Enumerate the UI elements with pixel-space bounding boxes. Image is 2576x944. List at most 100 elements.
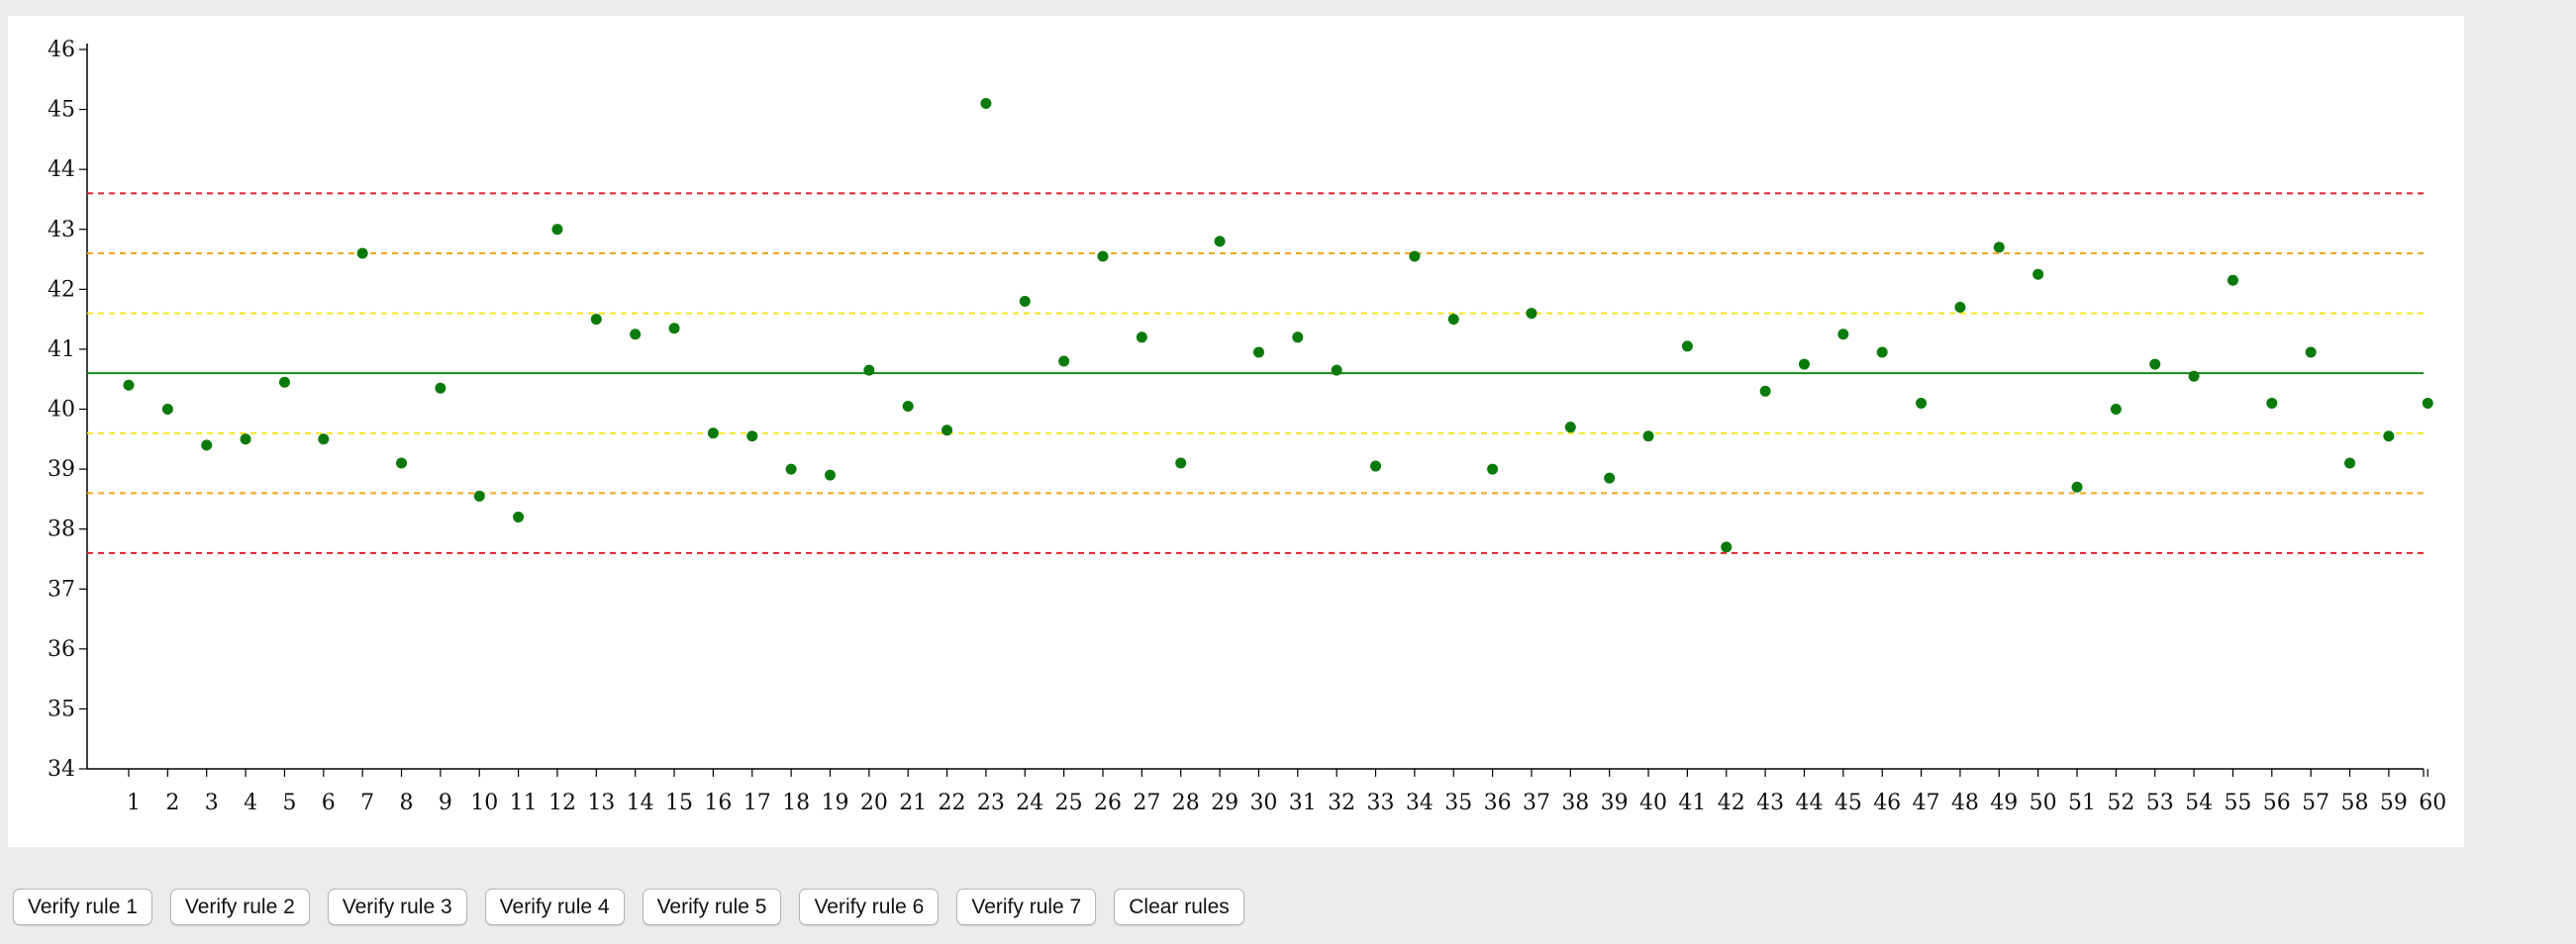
x-tick-label: 48 xyxy=(1951,791,1979,815)
y-tick-label: 44 xyxy=(48,157,75,182)
x-tick-label: 18 xyxy=(782,791,810,815)
data-point xyxy=(1097,250,1109,262)
x-tick-label: 56 xyxy=(2263,791,2291,815)
x-tick-label: 59 xyxy=(2380,791,2408,815)
verify-rule-6-button[interactable]: Verify rule 6 xyxy=(799,889,940,925)
y-tick-label: 37 xyxy=(48,577,75,602)
data-point xyxy=(1526,308,1537,320)
data-point xyxy=(1252,346,1264,358)
data-point xyxy=(2149,358,2161,370)
data-point xyxy=(1136,331,1147,343)
y-tick-label: 35 xyxy=(48,697,75,721)
x-tick-label: 3 xyxy=(205,791,219,815)
x-tick-label: 20 xyxy=(860,791,888,815)
y-tick-label: 46 xyxy=(48,38,75,62)
verify-rule-2-button[interactable]: Verify rule 2 xyxy=(169,889,310,925)
data-point xyxy=(1331,364,1342,376)
data-point xyxy=(2266,397,2278,409)
data-point xyxy=(863,364,875,376)
verify-rule-1-button[interactable]: Verify rule 1 xyxy=(13,889,152,925)
x-tick-label: 25 xyxy=(1055,791,1083,815)
data-point xyxy=(1721,541,1733,553)
x-tick-label: 47 xyxy=(1913,791,1940,815)
x-tick-label: 4 xyxy=(244,791,257,815)
data-point xyxy=(201,439,213,451)
x-tick-label: 46 xyxy=(1873,791,1901,815)
data-point xyxy=(1798,358,1810,370)
data-point xyxy=(2032,268,2044,280)
data-point xyxy=(2305,346,2317,358)
data-point xyxy=(551,224,563,236)
control-chart: 34 35 36 37 38 39 40 41 42 43 44 45 46 1 2 3 4 5 6 7 8 9 10 11 1… xyxy=(8,16,2464,847)
x-tick-label: 52 xyxy=(2107,791,2134,815)
x-tick-label: 43 xyxy=(1756,791,1784,815)
clear-rules-button[interactable]: Clear rules xyxy=(1114,889,1244,925)
data-point xyxy=(1954,302,1966,314)
verify-rule-5-button[interactable]: Verify rule 5 xyxy=(642,889,782,925)
x-tick-label: 9 xyxy=(439,791,452,815)
x-tick-label: 19 xyxy=(821,791,848,815)
data-point xyxy=(2071,481,2083,493)
data-point xyxy=(1447,314,1459,326)
x-tick-label: 41 xyxy=(1678,791,1706,815)
x-tick-label: 14 xyxy=(627,791,654,815)
x-tick-label: 44 xyxy=(1795,791,1823,815)
x-tick-label: 49 xyxy=(1990,791,2018,815)
data-point xyxy=(240,433,251,445)
data-point xyxy=(746,430,758,442)
x-tick-label: 23 xyxy=(977,791,1005,815)
x-tick-label: 42 xyxy=(1718,791,1745,815)
x-tick-label: 17 xyxy=(743,791,771,815)
x-tick-label: 11 xyxy=(510,791,538,815)
x-tick-label: 39 xyxy=(1601,791,1629,815)
x-tick-label: 22 xyxy=(939,791,966,815)
x-tick-label: 13 xyxy=(587,791,615,815)
data-point xyxy=(1487,463,1499,475)
data-point xyxy=(1409,250,1421,262)
x-tick-label: 1 xyxy=(127,791,141,815)
verify-rule-3-button[interactable]: Verify rule 3 xyxy=(327,889,467,925)
data-point xyxy=(2188,370,2200,382)
data-point xyxy=(590,314,602,326)
x-tick-label: 29 xyxy=(1211,791,1238,815)
x-tick-label: 60 xyxy=(2419,791,2446,815)
verify-rule-4-button[interactable]: Verify rule 4 xyxy=(484,889,625,925)
data-point xyxy=(1876,346,1888,358)
x-tick-label: 10 xyxy=(470,791,498,815)
x-tick-label: 7 xyxy=(360,791,374,815)
data-point xyxy=(2344,457,2356,469)
data-point xyxy=(824,469,836,481)
x-tick-label: 34 xyxy=(1406,791,1434,815)
x-tick-label: 36 xyxy=(1484,791,1512,815)
y-tick-label: 40 xyxy=(48,398,75,423)
x-tick-label: 53 xyxy=(2146,791,2174,815)
data-point xyxy=(318,433,330,445)
x-tick-label: 2 xyxy=(165,791,179,815)
data-point xyxy=(668,323,680,334)
x-tick-label: 33 xyxy=(1367,791,1395,815)
x-tick-label: 21 xyxy=(899,791,927,815)
x-tick-label: 8 xyxy=(400,791,414,815)
y-tick-label: 41 xyxy=(48,337,75,362)
data-point xyxy=(630,329,642,340)
data-point xyxy=(1370,460,1382,472)
data-point xyxy=(2422,397,2433,409)
data-point xyxy=(1759,385,1771,397)
data-point xyxy=(356,247,368,259)
y-tick-label: 39 xyxy=(48,457,75,482)
y-tick-label: 38 xyxy=(48,518,75,542)
data-point xyxy=(2383,430,2395,442)
x-tick-label: 37 xyxy=(1523,791,1550,815)
data-point xyxy=(1604,472,1616,484)
data-point xyxy=(980,98,992,110)
x-tick-label: 30 xyxy=(1249,791,1277,815)
x-tick-label: 51 xyxy=(2068,791,2096,815)
data-point xyxy=(123,379,135,391)
data-point xyxy=(1837,329,1849,340)
x-tick-label: 31 xyxy=(1289,791,1317,815)
data-point xyxy=(435,382,446,394)
rule-toolbar: Verify rule 1 Verify rule 2 Verify rule … xyxy=(13,889,1244,925)
data-point xyxy=(396,457,408,469)
data-point xyxy=(2110,404,2122,415)
verify-rule-7-button[interactable]: Verify rule 7 xyxy=(956,889,1097,925)
